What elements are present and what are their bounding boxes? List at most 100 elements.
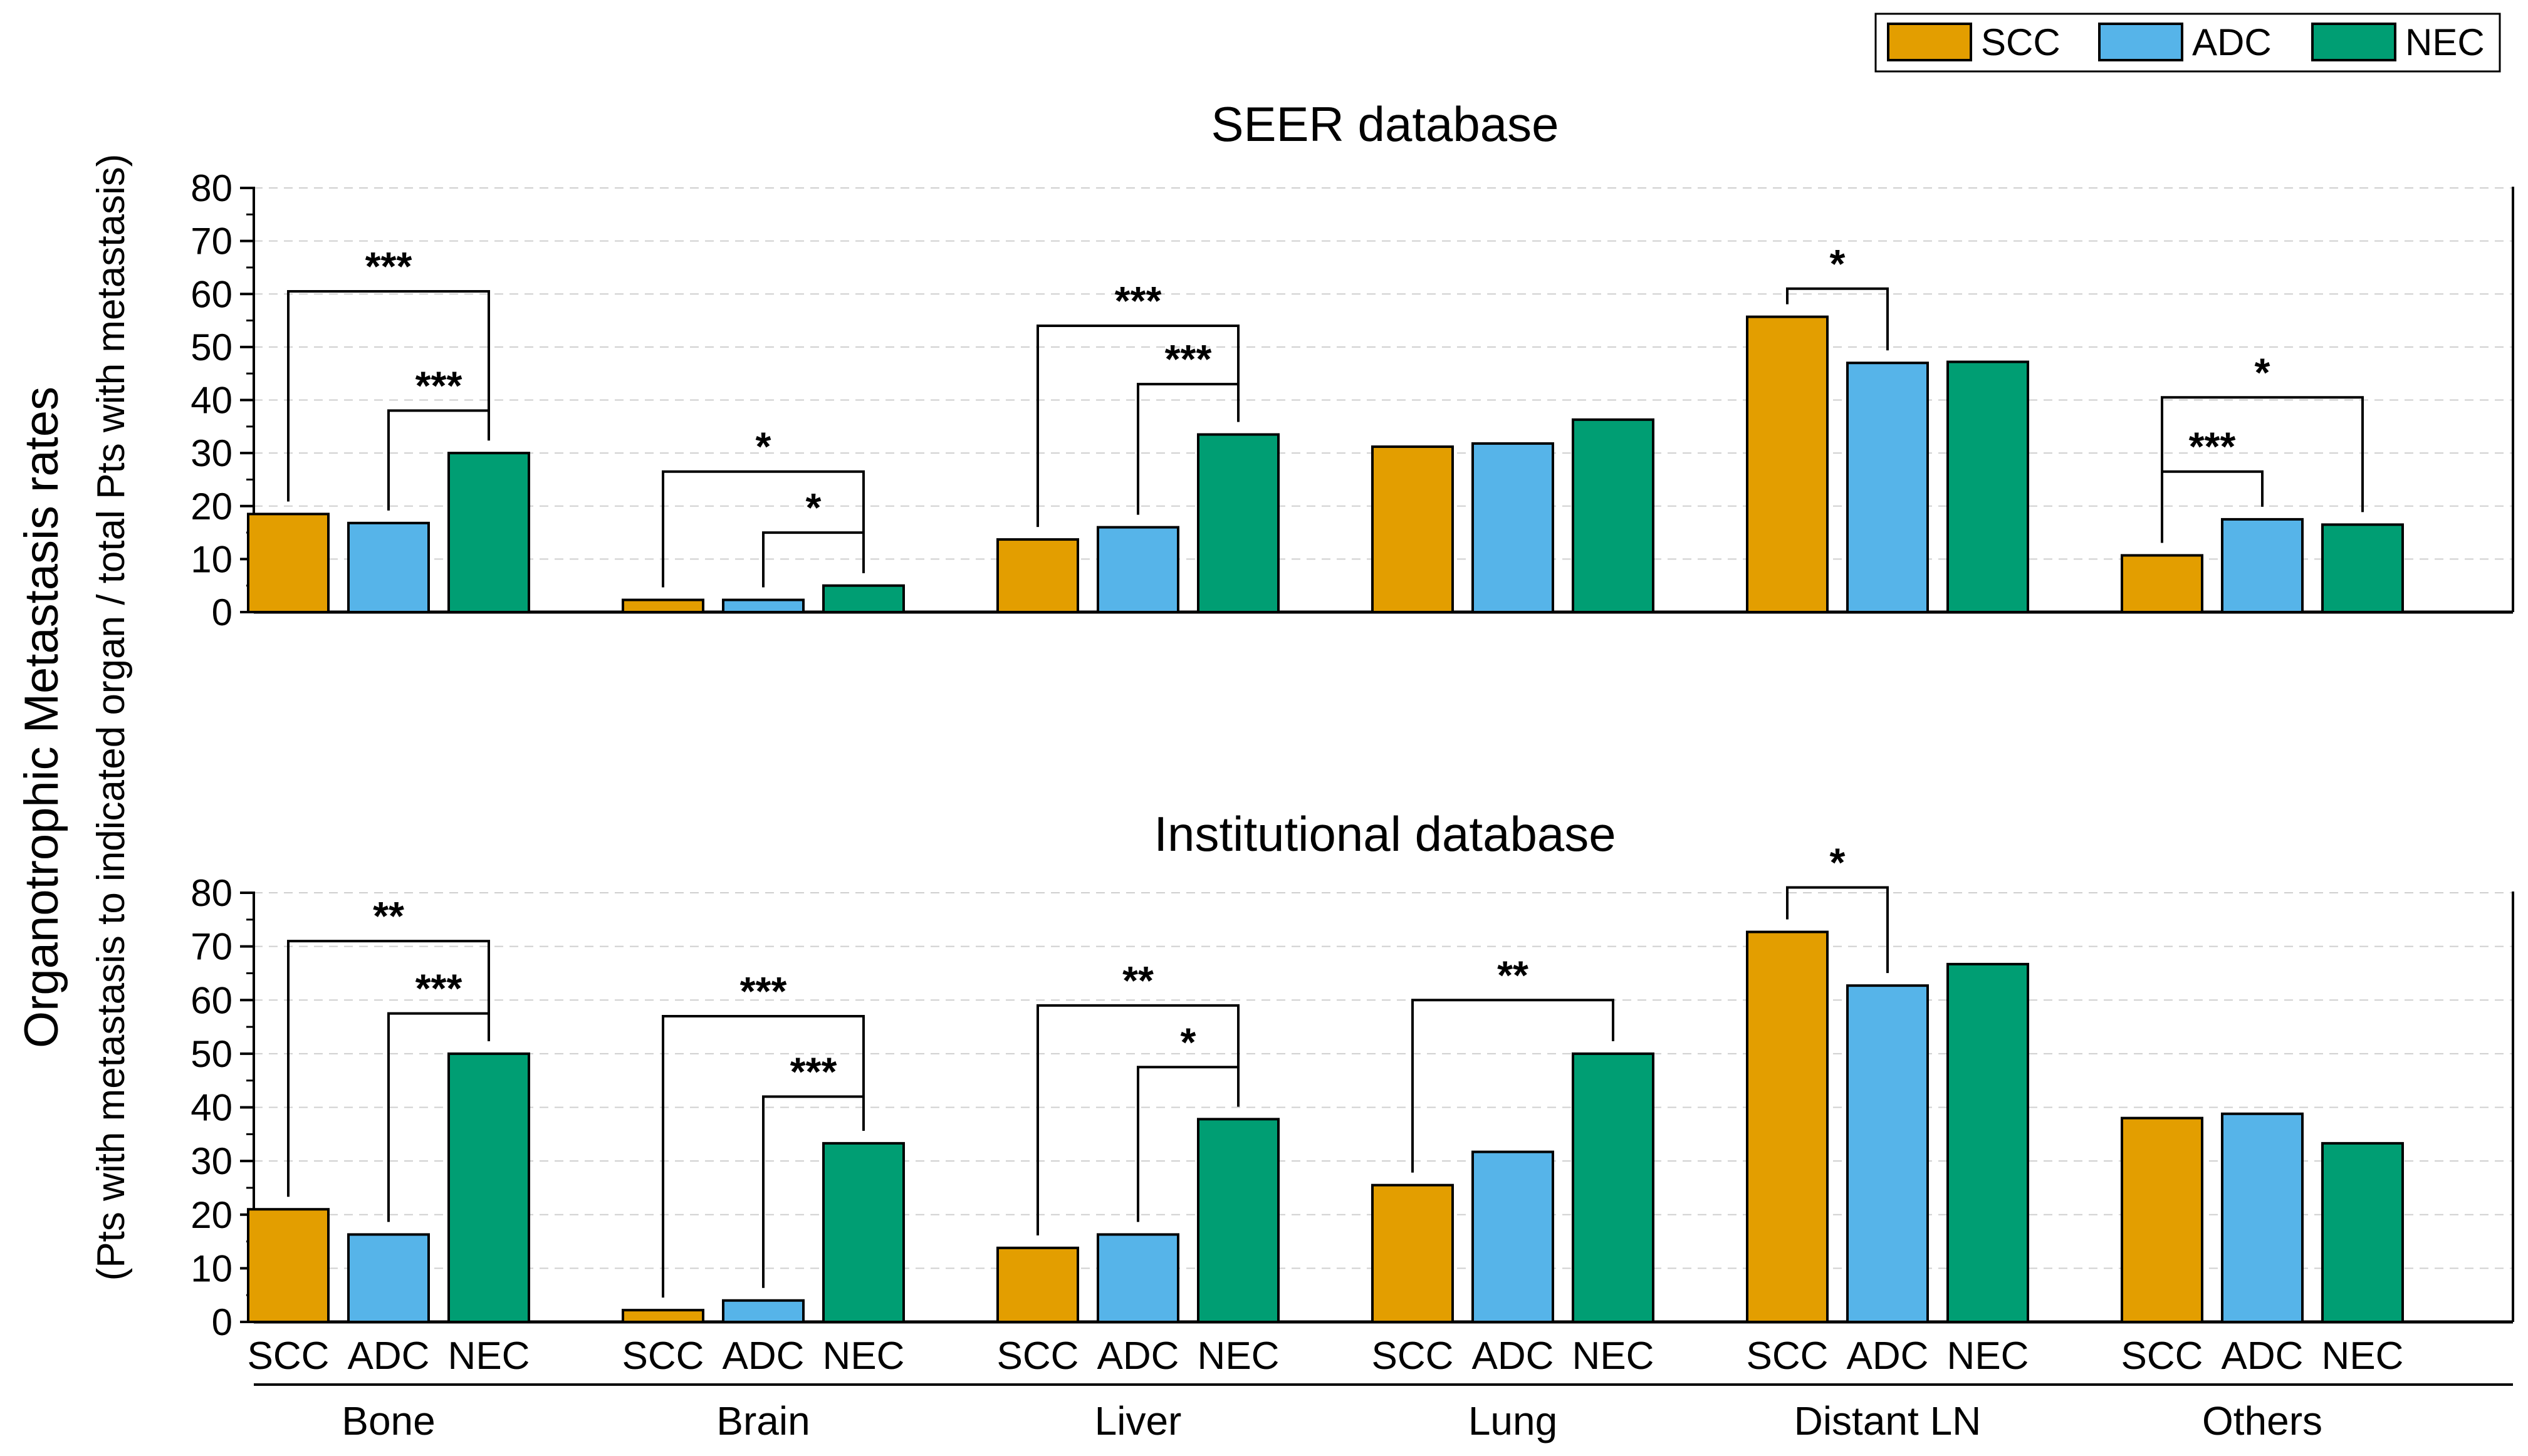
bar-nec-distant-ln [1946,962,2029,1323]
significance-bracket [1037,325,1240,528]
bar-nec-brain [822,584,905,613]
series-tick-label: SCC [622,1334,704,1378]
y-tick-label: 0 [212,591,232,633]
bar-scc-distant-ln [1746,930,1829,1323]
series-tick-label: SCC [248,1334,330,1378]
bar-nec-distant-ln [1946,360,2029,613]
bar-nec-lung [1572,1052,1654,1323]
significance-label: * [1830,840,1846,885]
series-tick-label: SCC [1747,1334,1829,1378]
legend-label-adc: ADC [2192,21,2272,63]
y-tick-label: 80 [191,167,232,209]
bar-scc-liver [996,538,1079,613]
significance-bracket [1786,287,1889,351]
y-tick-label: 20 [191,486,232,528]
series-tick-label: ADC [1847,1334,1929,1378]
series-tick-label: NEC [1572,1334,1654,1378]
legend-swatch-adc [2098,23,2183,61]
bar-scc-others [2121,1116,2203,1323]
bar-adc-bone [347,1233,430,1324]
bar-adc-distant-ln [1846,984,1929,1323]
bar-nec-bone [447,1052,530,1323]
legend-swatch-scc [1887,23,1972,61]
series-tick-label: NEC [2322,1334,2404,1378]
y-tick-label: 0 [212,1301,232,1343]
bar-scc-liver [996,1246,1079,1324]
bar-nec-others [2321,1141,2404,1324]
significance-label: *** [1115,278,1162,323]
series-tick-label: SCC [2121,1334,2203,1378]
significance-bracket [287,940,490,1197]
group-label-liver: Liver [1095,1398,1182,1443]
significance-label: *** [790,1049,837,1094]
y-tick-label: 50 [191,326,232,368]
bar-adc-brain [722,1299,805,1323]
legend: SCC ADC NEC [1874,13,2501,73]
y-tick-label: 60 [191,273,232,315]
significance-bracket [1786,886,1889,974]
legend-label-scc: SCC [1981,21,2061,63]
panel-institutional: Institutional database 0 10 20 30 40 50 60 70 80… [191,806,2514,1378]
series-tick-label: NEC [1947,1334,2029,1378]
series-tick-label: ADC [348,1334,430,1378]
bar-nec-brain [822,1141,905,1324]
bar-adc-others [2221,1112,2304,1324]
significance-bracket [762,1095,865,1288]
bar-adc-others [2221,517,2304,613]
y-tick-label: 10 [191,1247,232,1289]
bar-adc-liver [1097,1233,1179,1324]
significance-bracket [387,409,490,511]
bar-nec-bone [447,452,530,613]
bar-adc-bone [347,521,430,614]
bar-scc-brain [622,1309,704,1324]
significance-label: *** [2189,424,2236,469]
significance-bracket [287,290,490,502]
bar-adc-brain [722,598,805,614]
y-tick-label: 50 [191,1033,232,1075]
panel-seer: SEER database 01020304050607080*********… [191,96,2514,633]
bar-nec-liver [1197,1118,1280,1324]
significance-label: *** [740,969,787,1014]
series-tick-label: NEC [448,1334,530,1378]
series-tick-label: NEC [823,1334,905,1378]
significance-label: ** [1122,958,1154,1003]
y-tick-label: 10 [191,538,232,580]
significance-label: ** [373,893,404,939]
y-axis-sublabel: (Pts with metastasis to indicated organ … [90,154,133,1281]
series-tick-label: NEC [1198,1334,1280,1378]
y-tick-label: 60 [191,979,232,1021]
panel-title-institutional: Institutional database [1154,806,1616,861]
bar-adc-lung [1471,1150,1554,1323]
legend-label-nec: NEC [2405,21,2485,63]
series-tick-label: ADC [723,1334,805,1378]
group-label-distant-ln: Distant LN [1794,1398,1982,1443]
significance-label: *** [415,966,462,1011]
bar-nec-others [2321,523,2404,614]
y-tick-label: 30 [191,1140,232,1182]
significance-label: * [806,485,822,530]
bar-scc-distant-ln [1746,315,1829,613]
significance-bracket [762,531,865,588]
series-tick-label: SCC [997,1334,1079,1378]
panel-title-seer: SEER database [1211,96,1559,152]
bar-nec-lung [1572,418,1654,614]
significance-label: ** [1497,952,1528,997]
bar-adc-distant-ln [1846,361,1929,613]
significance-label: *** [365,244,412,289]
series-tick-label: ADC [2222,1334,2304,1378]
significance-bracket [1037,1004,1240,1235]
y-tick-label: 30 [191,432,232,474]
bar-scc-lung [1371,1183,1454,1323]
y-tick-label: 70 [191,926,232,968]
bar-scc-others [2121,554,2203,613]
y-tick-label: 80 [191,872,232,914]
group-label-others: Others [2202,1398,2322,1443]
significance-bracket [1137,1066,1240,1222]
legend-swatch-nec [2311,23,2396,61]
series-tick-label: ADC [1097,1334,1179,1378]
significance-bracket [2161,396,2364,543]
significance-label: * [756,424,771,469]
bar-adc-lung [1471,442,1554,614]
group-label-bone: Bone [342,1398,435,1443]
